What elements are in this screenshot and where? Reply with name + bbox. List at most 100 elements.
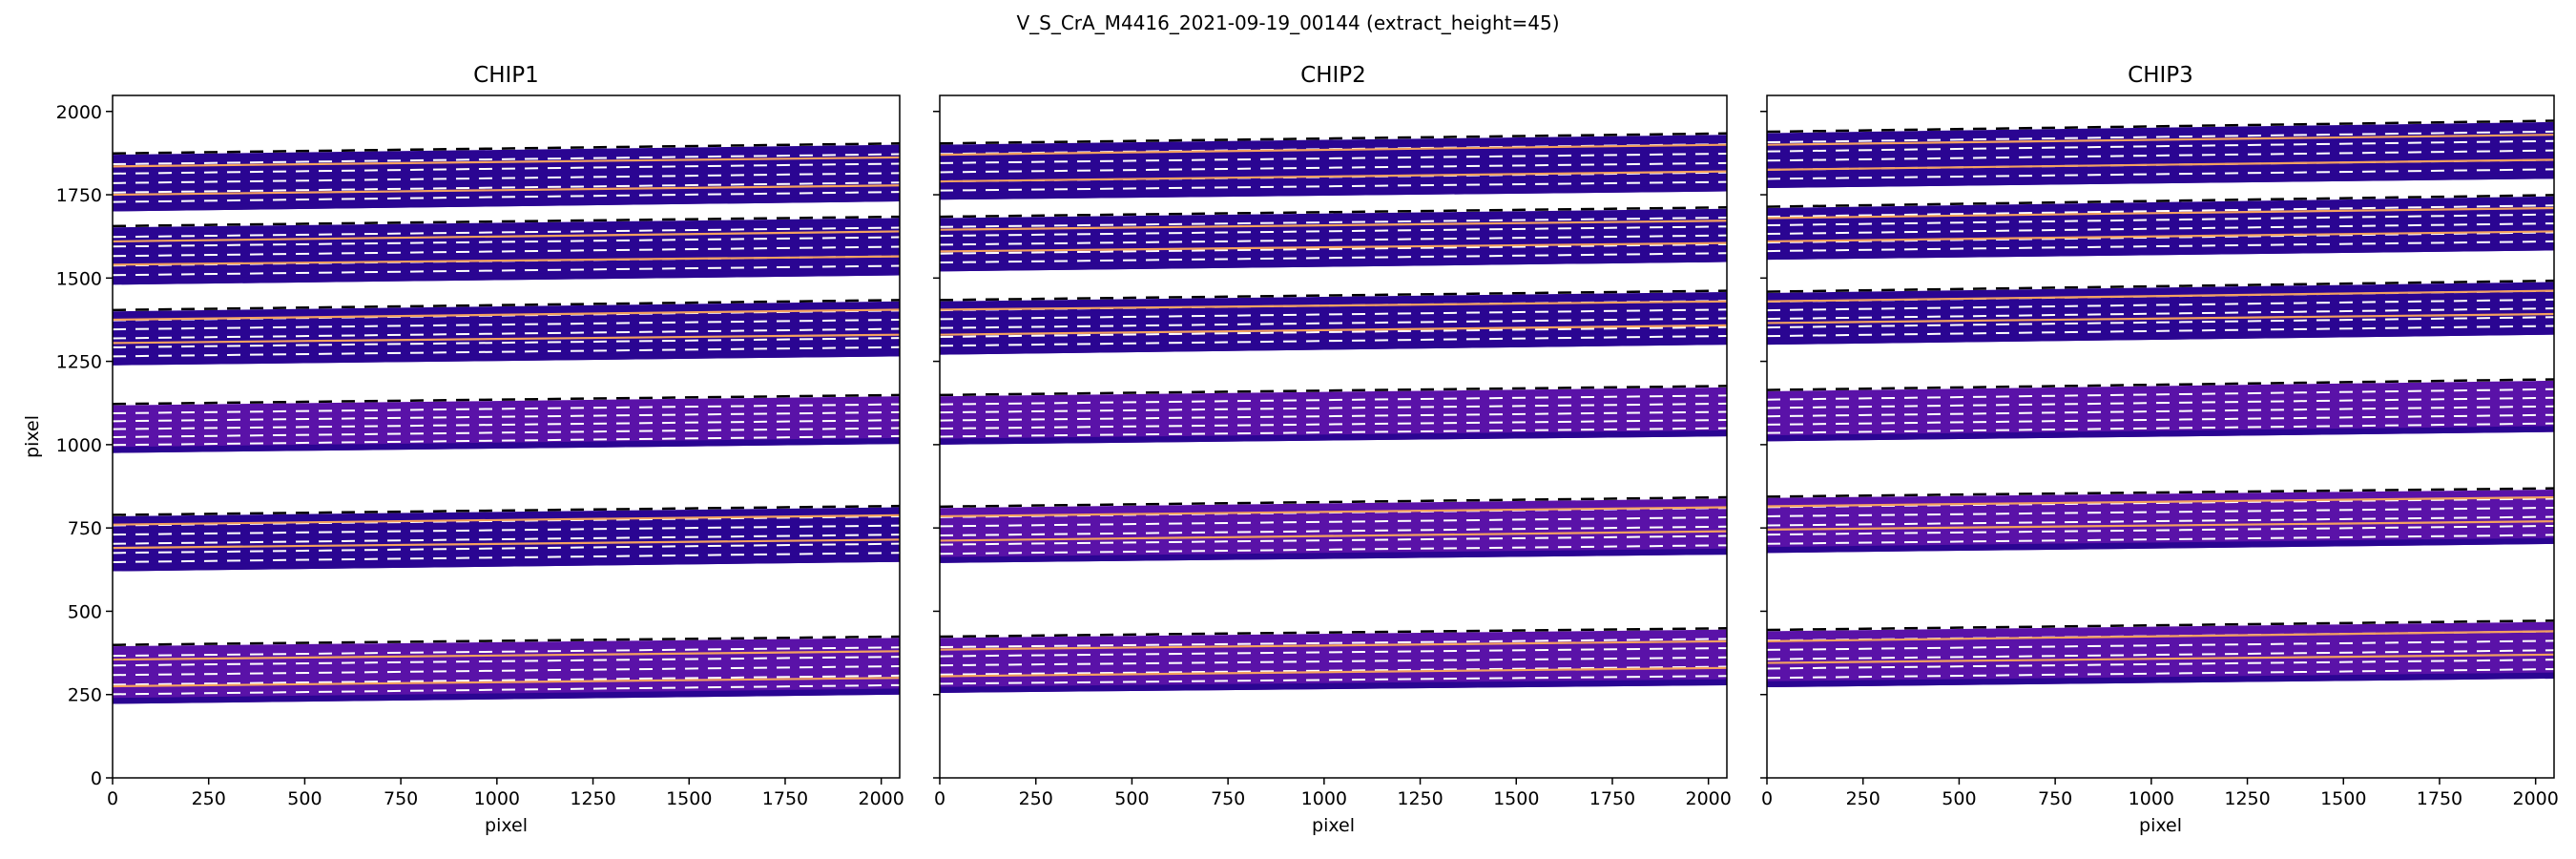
extraction-boundary	[940, 308, 1727, 321]
axes-frame	[939, 94, 1728, 779]
order-top-edge	[113, 635, 900, 646]
x-tick-label: 1000	[2129, 788, 2174, 809]
order-top-edge	[1767, 487, 2554, 498]
order-top-edge	[940, 495, 1727, 509]
extraction-boundary	[113, 646, 900, 658]
extraction-boundary	[1767, 506, 2554, 517]
y-tick-label: 1250	[56, 352, 102, 373]
order-band	[113, 393, 900, 453]
y-tick-label: 2000	[56, 102, 102, 123]
extraction-boundary	[1767, 422, 2554, 434]
trace-line	[1767, 630, 2554, 642]
trace-line	[1767, 134, 2554, 146]
extraction-boundary	[940, 656, 1727, 667]
extraction-boundary	[1767, 396, 2554, 409]
trace-line	[113, 184, 900, 197]
order-bottom-band	[1767, 328, 2554, 346]
extraction-boundary	[113, 191, 900, 203]
trace-line	[940, 530, 1727, 542]
extraction-boundary	[940, 225, 1727, 238]
extraction-boundary	[1767, 649, 2554, 660]
extraction-boundary	[940, 334, 1727, 347]
extraction-boundary	[1767, 149, 2554, 162]
order-bottom-band	[940, 256, 1727, 272]
y-tick-label: 0	[91, 768, 102, 789]
order-band	[1767, 378, 2554, 442]
order-bottom-band	[940, 185, 1727, 200]
order-bottom-band	[940, 548, 1727, 563]
extraction-boundary	[113, 665, 900, 677]
extraction-boundary	[113, 534, 900, 545]
extraction-boundary	[940, 394, 1727, 406]
trace-line	[113, 308, 900, 322]
trace-line	[940, 170, 1727, 183]
extraction-boundary	[113, 552, 900, 563]
extraction-boundary	[113, 153, 900, 166]
extraction-boundary	[940, 217, 1727, 228]
x-tick-label: 0	[107, 788, 118, 809]
extraction-boundary	[1767, 168, 2554, 180]
extraction-boundary	[940, 427, 1727, 438]
order-band	[1767, 618, 2554, 688]
order-bottom-band	[113, 555, 900, 572]
extraction-boundary	[1767, 325, 2554, 338]
y-tick-label: 250	[68, 685, 102, 706]
order-band	[940, 385, 1727, 445]
x-tick-label: 1250	[1397, 788, 1443, 809]
x-tick-label: 1500	[2320, 788, 2366, 809]
order-bottom-band	[113, 195, 900, 212]
order-band	[1767, 119, 2554, 189]
extraction-boundary	[113, 410, 900, 423]
extraction-boundary	[1767, 231, 2554, 244]
x-tick-label: 1500	[1493, 788, 1539, 809]
extraction-boundary	[1767, 668, 2554, 680]
x-tick-label: 0	[934, 788, 945, 809]
order-top-edge	[1767, 194, 2554, 208]
order-top-edge	[113, 393, 900, 406]
order-top-edge	[113, 504, 900, 516]
x-tick-label: 250	[1019, 788, 1053, 809]
plot-area	[113, 142, 900, 704]
trace-line	[940, 241, 1727, 253]
order-band	[940, 495, 1727, 563]
extraction-boundary	[940, 161, 1727, 174]
panel-title: CHIP3	[2128, 63, 2193, 88]
figure-suptitle: V_S_CrA_M4416_2021-09-19_00144 (extract_…	[1016, 11, 1559, 34]
panel-title: CHIP1	[473, 63, 539, 88]
trace-line	[940, 324, 1727, 336]
order-band	[940, 132, 1727, 200]
order-bottom-band	[113, 269, 900, 285]
x-axis-label: pixel	[1312, 815, 1355, 836]
order-bottom-band	[1767, 172, 2554, 189]
extraction-boundary	[940, 180, 1727, 192]
extraction-boundary	[113, 264, 900, 277]
extraction-boundary	[940, 242, 1727, 255]
order-band	[113, 215, 900, 285]
extraction-boundary	[1767, 307, 2554, 321]
extraction-boundary	[940, 252, 1727, 264]
chip-panels: 0 250 500 750 1000 1250 1500 1750 2000 0 250 500 750…	[22, 63, 2559, 836]
order-band	[1767, 194, 2554, 261]
x-tick-label: 1000	[474, 788, 520, 809]
x-tick-label: 1000	[1301, 788, 1347, 809]
x-tick-label: 1250	[570, 788, 615, 809]
x-tick-label: 0	[1761, 788, 1773, 809]
order-top-edge	[1767, 618, 2554, 632]
order-band	[940, 626, 1727, 693]
trace-line	[940, 639, 1727, 651]
plot-area	[1767, 119, 2554, 688]
order-bottom-band	[113, 350, 900, 366]
y-tick-label: 1750	[56, 185, 102, 206]
order-top-edge	[940, 626, 1727, 639]
order-top-edge	[940, 206, 1727, 219]
extraction-boundary	[1767, 413, 2554, 426]
order-bottom-band	[113, 437, 900, 453]
trace-line	[940, 300, 1727, 311]
extraction-boundary	[113, 434, 900, 447]
x-tick-label: 750	[2038, 788, 2072, 809]
extraction-boundary	[1767, 130, 2554, 144]
chip-panel-2: 0 250 500 750 1000 1250 1500 1750 2000 CHIP2 pixel	[933, 63, 1732, 836]
extraction-boundary	[113, 674, 900, 686]
x-tick-label: 500	[287, 788, 322, 809]
